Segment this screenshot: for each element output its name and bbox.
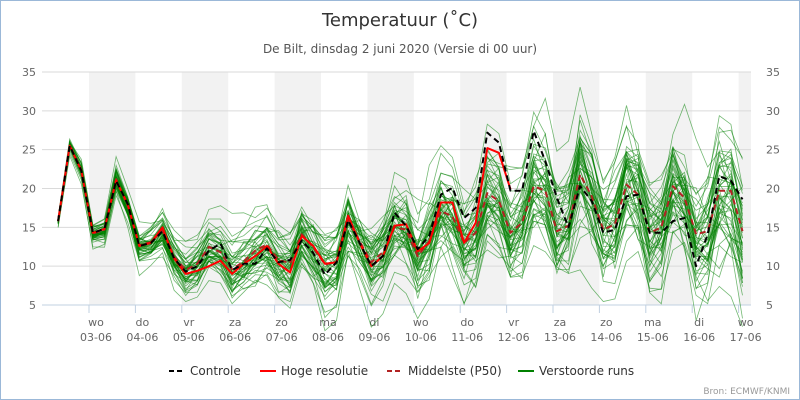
ensemble-member-line — [57, 154, 743, 327]
legend-label: Controle — [190, 364, 241, 378]
legend-item-hoge-resolutie[interactable]: Hoge resolutie — [260, 364, 368, 378]
credit: Bron: ECMWF/KNMI — [703, 387, 790, 397]
x-tick-weekday: zo — [275, 316, 288, 329]
ensemble-member-line — [57, 142, 743, 293]
ensemble-member-line — [57, 143, 743, 295]
x-tick-weekday: do — [136, 316, 150, 329]
y-tick-label-right: 15 — [766, 221, 780, 234]
y-tick-label-right: 30 — [766, 105, 780, 118]
x-tick-weekday: wo — [738, 316, 754, 329]
x-tick-weekday: do — [460, 316, 474, 329]
ensemble-member-line — [57, 144, 743, 278]
y-tick-label-left: 10 — [22, 260, 36, 273]
x-tick-date: 10-06 — [405, 331, 437, 344]
chart-subtitle: De Bilt, dinsdag 2 juni 2020 (Versie di … — [263, 42, 537, 56]
x-tick-date: 08-06 — [312, 331, 344, 344]
legend-label: Hoge resolutie — [281, 364, 368, 378]
ensemble-member-line — [57, 151, 743, 332]
x-tick-date: 12-06 — [498, 331, 530, 344]
legend: Controle Hoge resolutie Middelste (P50) Ver… — [169, 364, 634, 378]
x-tick-date: 14-06 — [590, 331, 622, 344]
x-axis: wo 03-06 do 04-06 vr 05-06 za 06-06 zo 07-06 ma 08-… — [42, 304, 762, 344]
y-axis: 5 5 10 10 15 15 20 20 25 25 30 30 35 35 — [22, 66, 780, 312]
legend-item-controle[interactable]: Controle — [169, 364, 241, 378]
x-tick-weekday: ma — [644, 316, 661, 329]
x-tick-weekday: vr — [183, 316, 195, 329]
main-series — [57, 130, 744, 276]
y-tick-label-left: 15 — [22, 221, 36, 234]
ensemble-member-line — [57, 137, 743, 255]
x-tick-date: 15-06 — [637, 331, 669, 344]
ensemble-member-line — [57, 87, 743, 274]
y-tick-label-left: 35 — [22, 66, 36, 79]
control-line — [57, 130, 744, 276]
x-tick-date: 11-06 — [451, 331, 483, 344]
x-tick-date: 05-06 — [173, 331, 205, 344]
x-tick-date: 17-06 — [730, 331, 762, 344]
y-tick-label-left: 25 — [22, 144, 36, 157]
y-tick-label-left: 30 — [22, 105, 36, 118]
x-tick-weekday: za — [229, 316, 242, 329]
y-tick-label-right: 5 — [766, 299, 773, 312]
legend-item-verstoorde-runs[interactable]: Verstoorde runs — [518, 364, 634, 378]
y-tick-label-right: 10 — [766, 260, 780, 273]
legend-label: Verstoorde runs — [539, 364, 634, 378]
y-tick-label-right: 35 — [766, 66, 780, 79]
x-tick-weekday: vr — [508, 316, 520, 329]
x-tick-date: 07-06 — [266, 331, 298, 344]
y-tick-label-left: 20 — [22, 183, 36, 196]
x-tick-weekday: zo — [600, 316, 613, 329]
ensemble-member-line — [57, 142, 743, 270]
ensemble-member-line — [57, 140, 743, 297]
y-tick-label-right: 20 — [766, 183, 780, 196]
ensemble-member-line — [57, 141, 743, 293]
ensemble-member-line — [57, 142, 743, 260]
x-tick-date: 16-06 — [683, 331, 715, 344]
legend-label: Middelste (P50) — [408, 364, 502, 378]
x-tick-weekday: di — [369, 316, 379, 329]
high-resolution-line — [57, 144, 512, 275]
x-tick-date: 09-06 — [358, 331, 390, 344]
y-tick-label-left: 5 — [29, 299, 36, 312]
legend-item-middelste[interactable]: Middelste (P50) — [387, 364, 502, 378]
x-tick-date: 06-06 — [219, 331, 251, 344]
chart-title: Temperatuur (˚C) — [321, 10, 478, 31]
y-tick-label-right: 25 — [766, 144, 780, 157]
x-tick-date: 13-06 — [544, 331, 576, 344]
x-tick-weekday: wo — [413, 316, 429, 329]
x-tick-weekday: wo — [88, 316, 104, 329]
x-tick-date: 03-06 — [80, 331, 112, 344]
x-tick-weekday: za — [554, 316, 567, 329]
x-tick-date: 04-06 — [126, 331, 158, 344]
x-tick-weekday: di — [694, 316, 704, 329]
